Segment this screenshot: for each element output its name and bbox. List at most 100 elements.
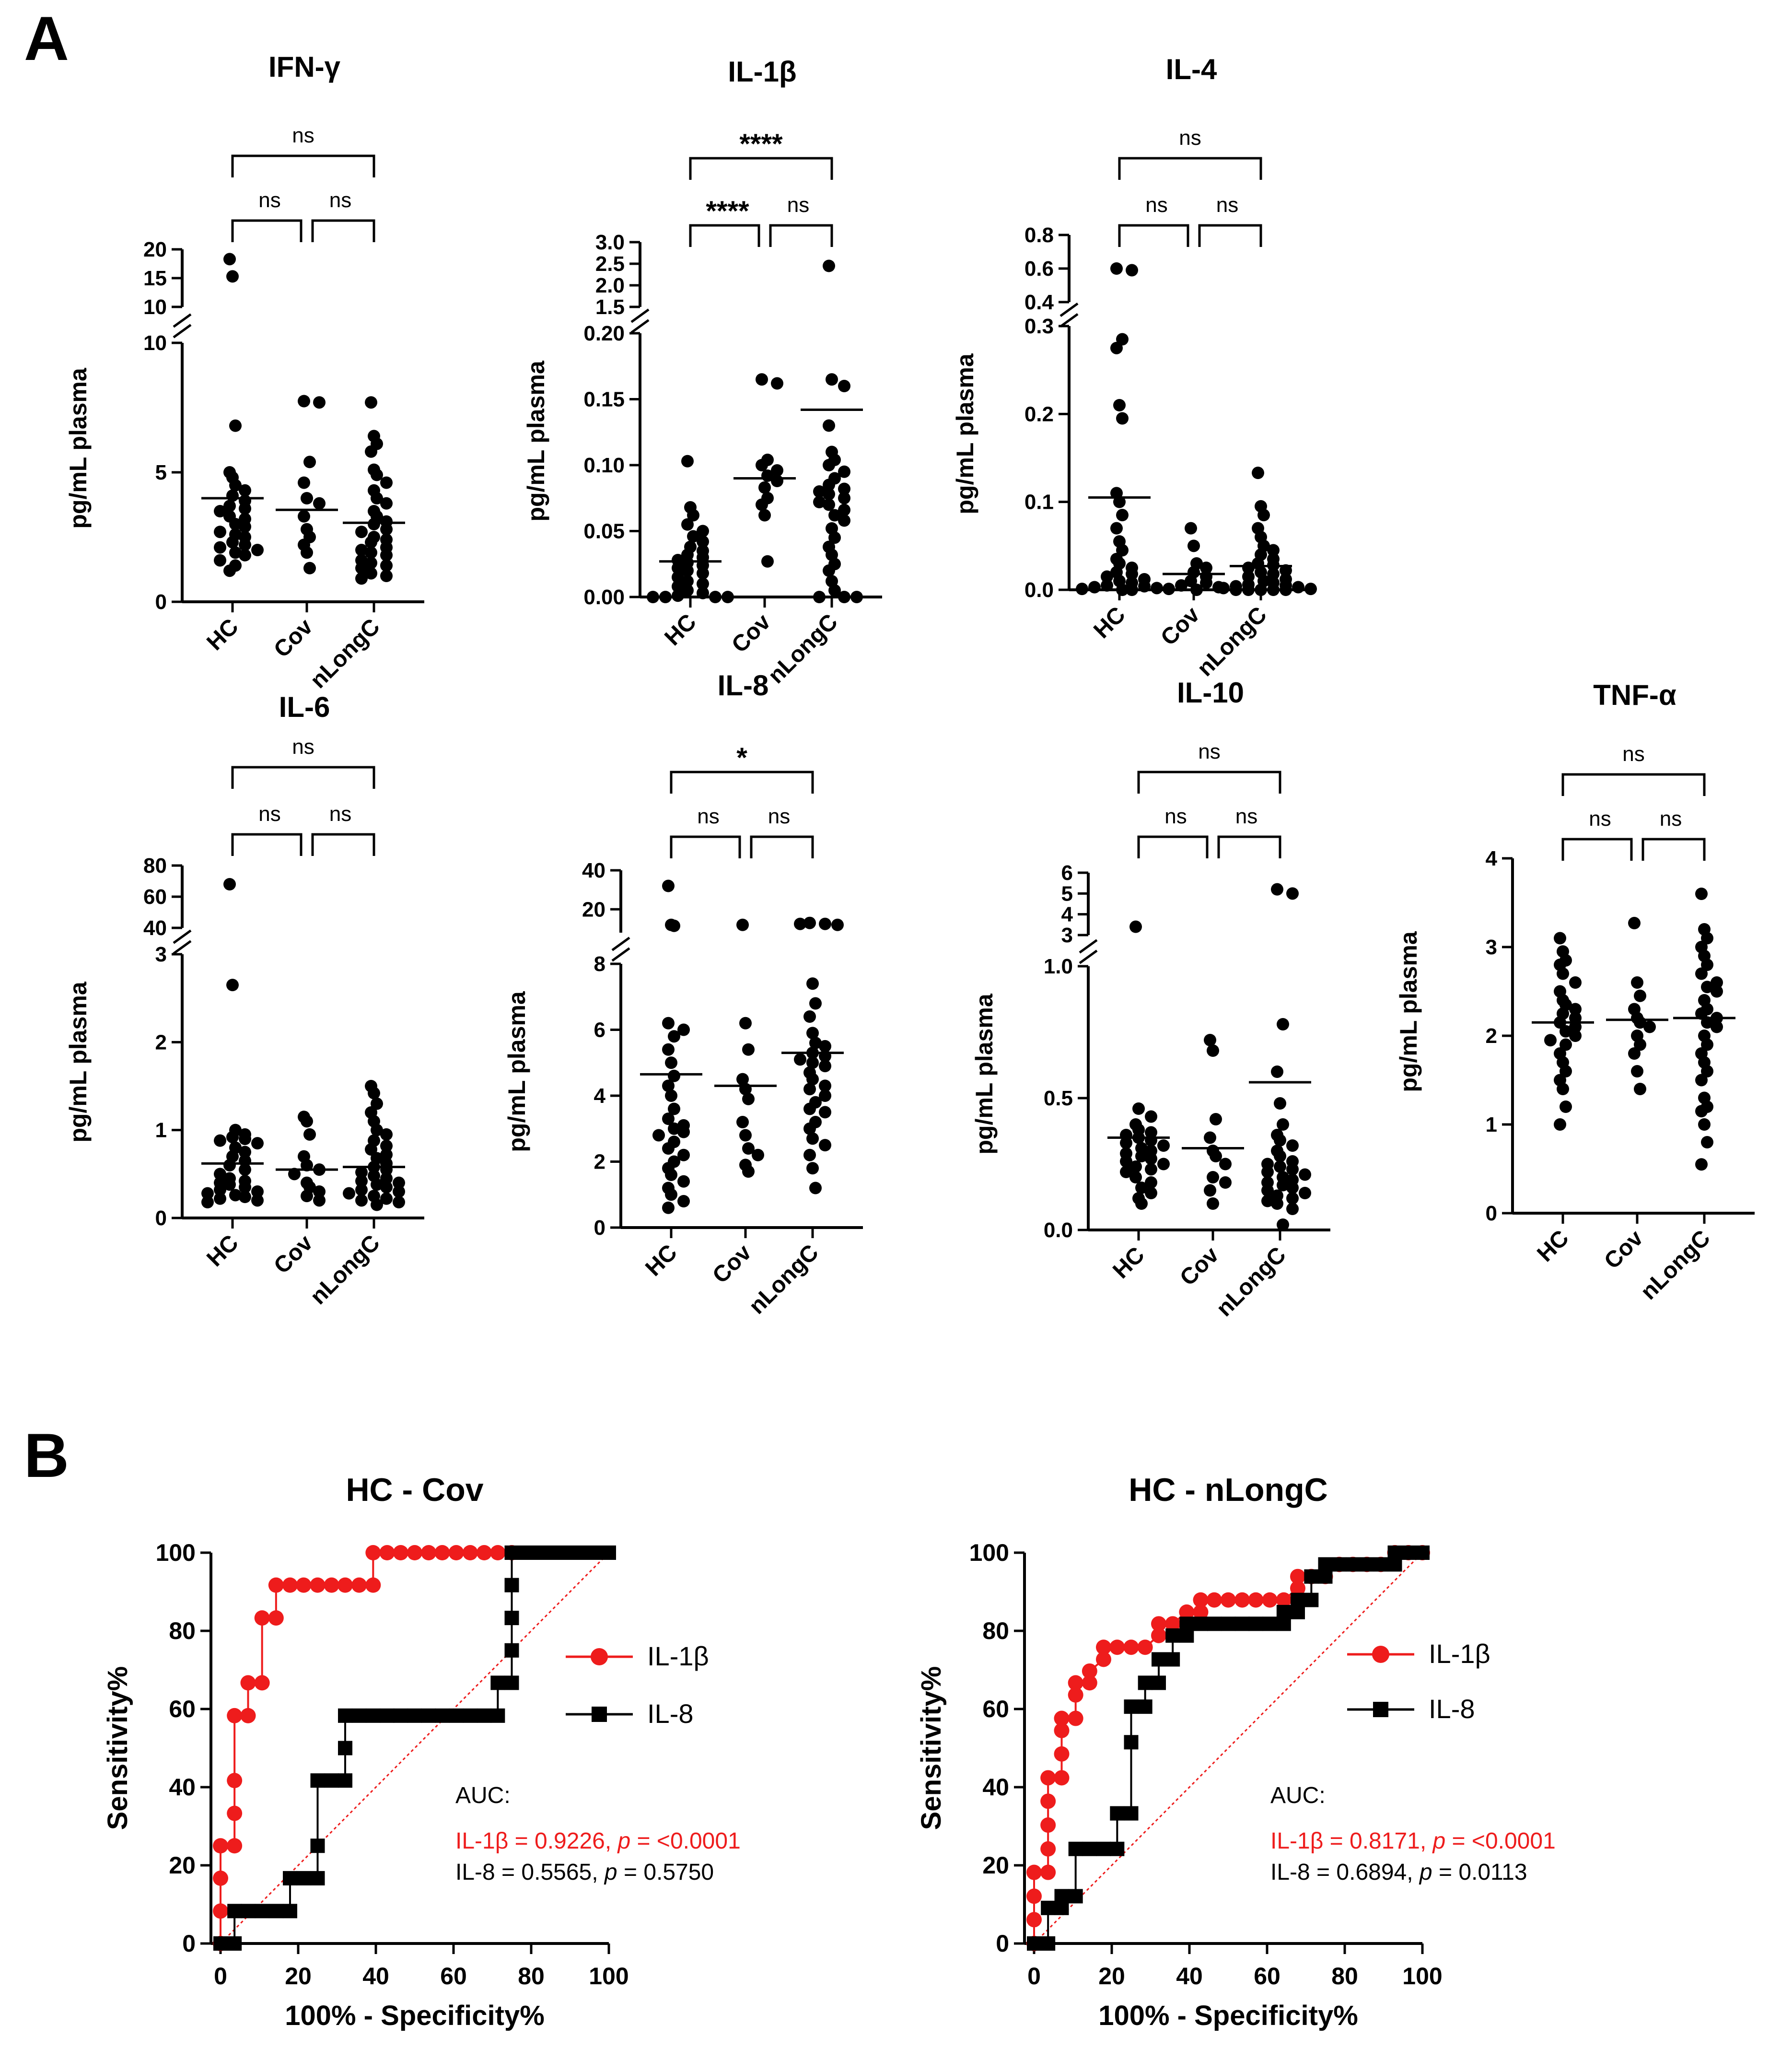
data-point [803, 1148, 816, 1161]
data-point [687, 509, 699, 522]
y-tick-label: 3 [155, 943, 167, 966]
data-point [1252, 467, 1264, 480]
y-tick-label: 0 [1486, 1202, 1497, 1225]
data-point [1190, 584, 1203, 596]
roc-point [324, 1773, 339, 1788]
x-tick-label: nLongC [1211, 1242, 1291, 1322]
data-point [697, 586, 709, 599]
data-point [343, 1187, 355, 1200]
data-point [1560, 1025, 1572, 1038]
roc-point [1109, 1639, 1125, 1655]
significance-label: ns [697, 805, 719, 828]
data-point [668, 1030, 680, 1043]
data-point [1116, 333, 1129, 346]
roc-point [240, 1675, 256, 1691]
data-point [806, 1162, 819, 1175]
chart-title: IL-10 [1177, 677, 1244, 709]
data-point [1204, 1034, 1216, 1046]
y-tick-label: 0 [996, 1930, 1009, 1957]
roc-point [213, 1870, 228, 1886]
roc-point [213, 1903, 228, 1919]
significance-label: ns [1179, 126, 1201, 150]
data-point [819, 1060, 831, 1073]
significance-label: ns [1622, 742, 1644, 766]
data-point [214, 1183, 226, 1196]
data-point [1557, 1083, 1569, 1095]
data-point [1175, 579, 1187, 592]
data-point [1129, 1160, 1142, 1173]
x-tick-label: Cov [1156, 602, 1205, 651]
legend-marker [1372, 1646, 1389, 1663]
roc-point [504, 1675, 519, 1690]
data-point [803, 1010, 816, 1023]
data-point [298, 510, 310, 523]
axis-break-mark [173, 929, 192, 944]
axis-break-mark [173, 940, 192, 955]
roc-point [1110, 1806, 1125, 1821]
roc-point [574, 1545, 589, 1560]
y-axis-label: pg/mL plasma [523, 360, 549, 521]
data-point [226, 1131, 239, 1144]
data-point [380, 1172, 393, 1185]
roc-point [1318, 1569, 1333, 1584]
x-axis-label: 100% - Specificity% [1098, 2000, 1358, 2031]
x-tick-label: nLongC [305, 614, 385, 693]
data-point [223, 1178, 236, 1191]
data-point [813, 485, 826, 498]
data-point [756, 373, 768, 386]
data-point [838, 465, 850, 478]
data-point [1200, 562, 1212, 574]
data-point [1299, 1168, 1311, 1181]
data-point [1210, 1113, 1222, 1125]
data-point [838, 503, 850, 516]
roc-point [1137, 1639, 1153, 1655]
significance-label: ns [1164, 805, 1187, 828]
data-point [1132, 1102, 1145, 1115]
data-point [1145, 1152, 1157, 1165]
y-axis-label: pg/mL plasma [65, 981, 92, 1142]
data-point [1257, 509, 1270, 522]
data-point [380, 1128, 393, 1141]
data-point [823, 488, 835, 501]
roc-point [1068, 1675, 1083, 1691]
data-point [1200, 576, 1212, 589]
auc-il1b-value: IL-1β = 0.9226, [455, 1828, 618, 1854]
significance-bracket [311, 833, 375, 856]
data-point [371, 1124, 383, 1136]
data-point [1120, 1136, 1132, 1149]
roc-point [227, 1838, 243, 1854]
data-point [1088, 581, 1101, 594]
roc-point [1041, 1900, 1056, 1915]
data-point [1569, 976, 1582, 989]
data-point [1217, 582, 1230, 595]
data-point [223, 253, 236, 266]
data-point [380, 570, 393, 582]
data-point [355, 572, 368, 585]
data-point [1277, 1218, 1289, 1231]
y-tick-label: 100 [156, 1539, 196, 1566]
y-tick-label: 2.5 [595, 252, 625, 276]
data-point [662, 879, 675, 892]
data-point [761, 555, 774, 568]
data-point [380, 1192, 393, 1205]
data-point [697, 567, 709, 580]
data-point [752, 1148, 764, 1161]
auc-il8-p-value: = 0.0113 [1432, 1860, 1527, 1885]
chart-title: IFN-γ [268, 51, 341, 83]
data-point [301, 546, 313, 559]
data-point [662, 1112, 675, 1125]
roc-point [1096, 1841, 1111, 1856]
data-point [803, 1102, 816, 1115]
x-axis-label: 100% - Specificity% [285, 2000, 545, 2031]
y-axis-label: pg/mL plasma [1395, 931, 1422, 1092]
y-tick-label: 0 [182, 1930, 196, 1957]
data-point [368, 1087, 380, 1100]
data-point [1277, 1018, 1289, 1030]
x-tick-label: Cov [727, 609, 776, 658]
data-point [1219, 1158, 1232, 1171]
data-point [229, 419, 242, 432]
axis-break-mark [173, 313, 192, 328]
data-point [665, 1089, 677, 1102]
